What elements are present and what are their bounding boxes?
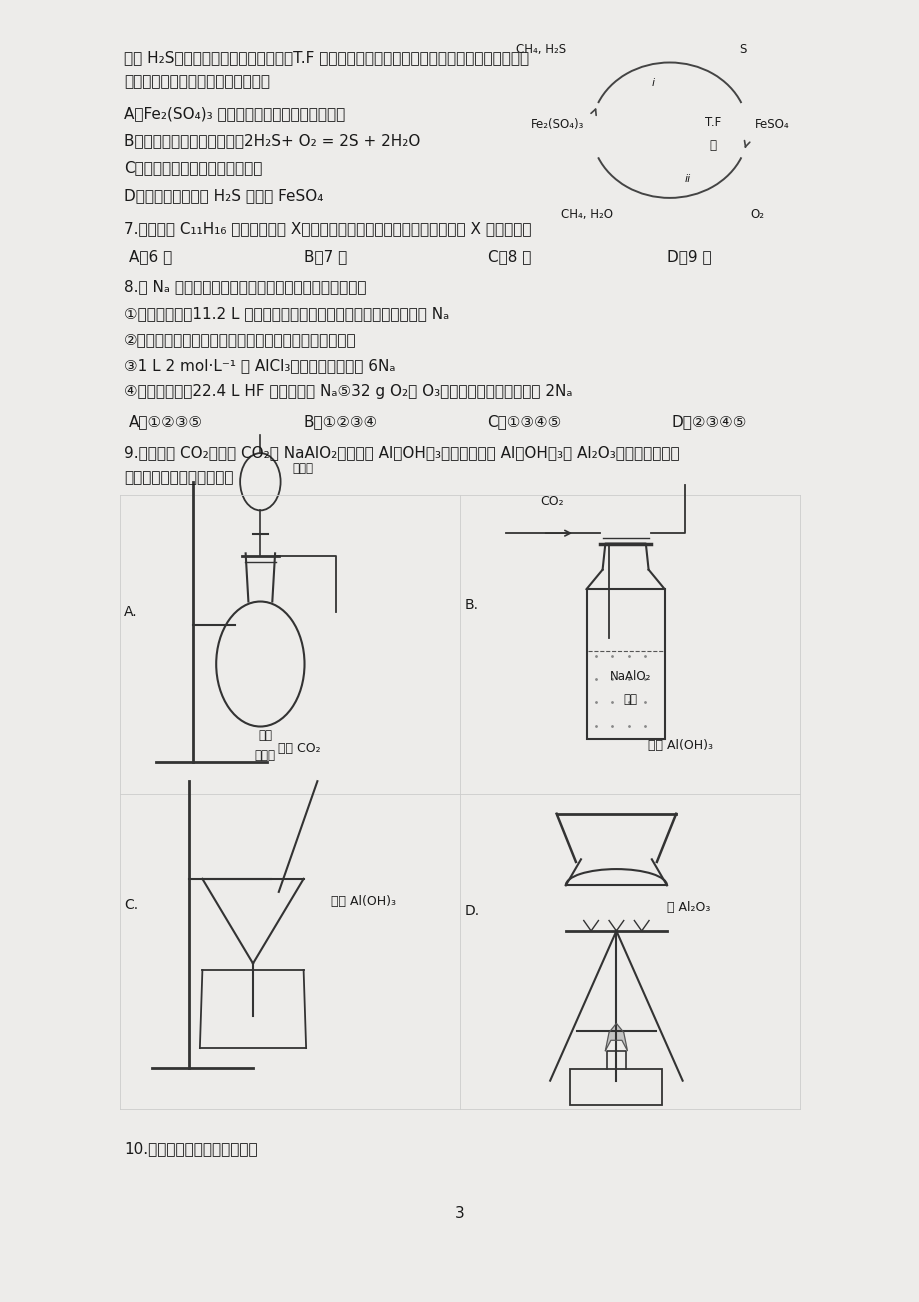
Text: 8.设 Nₐ 为阿伏加德罗常数，下列说法正确的是（　　）: 8.设 Nₐ 为阿伏加德罗常数，下列说法正确的是（ ） [124, 279, 367, 294]
Text: 3: 3 [455, 1206, 464, 1221]
Text: O₂: O₂ [749, 208, 764, 221]
Text: CH₄, H₂S: CH₄, H₂S [516, 43, 565, 56]
Text: A．①②③⑤: A．①②③⑤ [129, 414, 202, 430]
Text: C．8 种: C．8 种 [487, 249, 530, 264]
Text: 制取 Al(OH)₃: 制取 Al(OH)₃ [648, 738, 712, 751]
Text: B．①②③④: B．①②③④ [303, 414, 378, 430]
Text: 7.分子式为 C₁₁H₁₆ 的苯的同系物 X，苯环上只有一个取代基，则符合条件的 X 有（　　）: 7.分子式为 C₁₁H₁₆ 的苯的同系物 X，苯环上只有一个取代基，则符合条件的… [124, 221, 531, 237]
Text: 10.下列说法正确的是（　　）: 10.下列说法正确的是（ ） [124, 1141, 257, 1156]
Text: ①标准状况下，11.2 L 以任意比例混合的氮气和氧气所含的原子数为 Nₐ: ①标准状况下，11.2 L 以任意比例混合的氮气和氧气所含的原子数为 Nₐ [124, 306, 449, 322]
Text: A．6 种: A．6 种 [129, 249, 172, 264]
Text: CO₂: CO₂ [539, 495, 563, 508]
Text: D．②③④⑤: D．②③④⑤ [671, 414, 746, 430]
Text: 溶液: 溶液 [622, 693, 637, 706]
Text: 块状: 块状 [257, 729, 272, 742]
Text: 含有 H₂S，直接使用会造成大气污染，T.F 菌在酸性溶液中可实现天然气的催化脱硫，其原理如: 含有 H₂S，直接使用会造成大气污染，T.F 菌在酸性溶液中可实现天然气的催化脱… [124, 49, 528, 65]
Text: CH₄, H₂O: CH₄, H₂O [561, 208, 612, 221]
Text: 图所示。下列说法错误的是（　　）: 图所示。下列说法错误的是（ ） [124, 74, 270, 90]
Text: ②同温同压下，体积相同的氢气和氩气所含的分子数相等: ②同温同压下，体积相同的氢气和氩气所含的分子数相等 [124, 332, 357, 348]
Text: i: i [651, 78, 654, 87]
Text: A．Fe₂(SO₄)₃ 可以视为该脱硫过程中的催化剂: A．Fe₂(SO₄)₃ 可以视为该脱硫过程中的催化剂 [124, 105, 345, 121]
Text: NaAlO₂: NaAlO₂ [609, 669, 650, 682]
Bar [570, 1069, 662, 1105]
Text: C．该脱硫过程不能在高温下进行: C．该脱硫过程不能在高温下进行 [124, 160, 262, 176]
Text: B．该脱硫过程的总反应为：2H₂S+ O₂ = 2S + 2H₂O: B．该脱硫过程的总反应为：2H₂S+ O₂ = 2S + 2H₂O [124, 133, 420, 148]
Bar [586, 589, 664, 740]
Text: 制取 CO₂: 制取 CO₂ [278, 742, 320, 755]
Text: C.: C. [124, 898, 138, 911]
Text: 菌: 菌 [709, 139, 716, 152]
Text: C．①③④⑤: C．①③④⑤ [487, 414, 562, 430]
Text: B．7 种: B．7 种 [303, 249, 346, 264]
Text: FeSO₄: FeSO₄ [754, 118, 789, 132]
Polygon shape [605, 1023, 627, 1051]
Text: D.: D. [464, 905, 479, 918]
Text: 浓硫酸: 浓硫酸 [292, 462, 313, 475]
Text: ii: ii [685, 174, 690, 184]
Text: 制 Al₂O₃: 制 Al₂O₃ [666, 901, 709, 914]
Text: 分离 Al(OH)₃: 分离 Al(OH)₃ [331, 894, 396, 907]
Text: 达到实验目的的是（　　）: 达到实验目的的是（ ） [124, 470, 233, 486]
Text: A.: A. [124, 605, 138, 618]
Text: ③1 L 2 mol·L⁻¹ 的 AlCl₃溶液中含氯离子为 6Nₐ: ③1 L 2 mol·L⁻¹ 的 AlCl₃溶液中含氯离子为 6Nₐ [124, 358, 395, 374]
Text: D．9 种: D．9 种 [666, 249, 711, 264]
Text: ④标准状况下，22.4 L HF 中分子数为 Nₐ⑤32 g O₂和 O₃混合气体中含有原子数为 2Nₐ: ④标准状况下，22.4 L HF 中分子数为 Nₐ⑤32 g O₂和 O₃混合气… [124, 384, 573, 400]
Text: Fe₂(SO₄)₃: Fe₂(SO₄)₃ [530, 118, 584, 132]
Text: S: S [739, 43, 746, 56]
Text: B.: B. [464, 599, 478, 612]
Text: D．该脱硫过程是将 H₂S 转化为 FeSO₄: D．该脱硫过程是将 H₂S 转化为 FeSO₄ [124, 187, 323, 203]
Text: 9.下列制取 CO₂、通过 CO₂和 NaAlO₂溶液制取 Al（OH）₃、分离并加热 Al（OH）₃制 Al₂O₃的装置和原理能: 9.下列制取 CO₂、通过 CO₂和 NaAlO₂溶液制取 Al（OH）₃、分离… [124, 445, 679, 461]
Text: 石灰石: 石灰石 [255, 749, 275, 762]
Text: T.F: T.F [704, 116, 720, 129]
